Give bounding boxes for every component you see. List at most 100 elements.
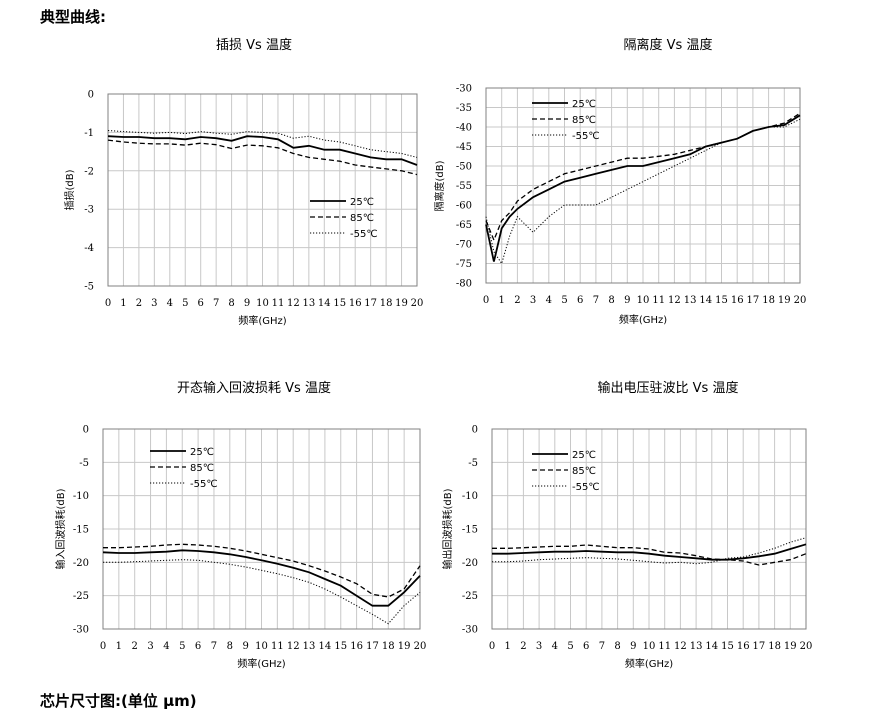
x-tick-label: 13: [690, 641, 703, 652]
x-tick-label: 8: [227, 641, 233, 652]
x-tick-label: 17: [366, 641, 379, 652]
x-tick-label: 16: [737, 641, 750, 652]
y-tick-label: 0: [472, 425, 478, 436]
x-tick-label: 4: [167, 298, 173, 309]
legend-label: 25℃: [572, 99, 596, 110]
x-tick-label: 20: [414, 641, 427, 652]
y-tick-label: -65: [456, 220, 472, 231]
y-tick-label: -3: [84, 205, 94, 216]
x-tick-label: 13: [684, 295, 697, 306]
y-axis-label: 隔离度(dB): [433, 160, 446, 211]
y-tick-label: -45: [456, 142, 472, 153]
y-tick-label: -30: [73, 625, 89, 636]
plot-area: [491, 428, 807, 630]
x-tick-label: 1: [116, 641, 122, 652]
y-axis-label: 输入回波损耗(dB): [54, 488, 67, 569]
x-tick-label: 4: [546, 295, 552, 306]
x-tick-label: 8: [608, 295, 614, 306]
section-heading-chip-size: 芯片尺寸图:(单位 μm): [40, 692, 197, 710]
x-tick-label: 10: [643, 641, 656, 652]
x-tick-label: 14: [705, 641, 718, 652]
series-line-2: [485, 112, 801, 242]
x-tick-label: 12: [668, 295, 681, 306]
y-tick-label: -30: [456, 84, 472, 95]
y-tick-label: -70: [456, 240, 472, 251]
x-tick-label: 15: [715, 295, 728, 306]
series-line-1: [102, 549, 421, 607]
x-tick-label: 1: [499, 295, 505, 306]
y-tick-label: -10: [73, 491, 89, 502]
x-tick-label: 0: [483, 295, 489, 306]
y-tick-label: -50: [456, 162, 472, 173]
x-tick-label: 17: [753, 641, 766, 652]
x-tick-label: 3: [536, 641, 542, 652]
y-tick-label: -25: [462, 591, 478, 602]
x-tick-label: 5: [179, 641, 185, 652]
x-tick-label: 15: [334, 641, 347, 652]
y-tick-label: -1: [84, 128, 94, 139]
x-tick-label: 3: [151, 298, 157, 309]
chart-title: 输出电压驻波比 Vs 温度: [598, 380, 739, 396]
chart-1: 插损 Vs 温度0 1 2 3 4 5 6 7 8 9 10 11 12 13 14 15 16 17 18 19 20…: [63, 37, 423, 327]
x-tick-label: 18: [768, 641, 781, 652]
x-tick-label: 14: [699, 295, 712, 306]
x-tick-label: 16: [350, 641, 363, 652]
legend-label: 85℃: [572, 115, 596, 126]
y-tick-label: -4: [84, 243, 94, 254]
x-tick-label: 4: [163, 641, 169, 652]
x-tick-label: 9: [624, 295, 630, 306]
x-tick-label: 17: [364, 298, 377, 309]
x-tick-label: 20: [411, 298, 424, 309]
chart-4: 输出电压驻波比 Vs 温度0 1 2 3 4 5 6 7 8 9 10 11 12 13 14 15 16 17 1…: [441, 380, 812, 670]
x-tick-label: 9: [630, 641, 636, 652]
legend-label: -55℃: [572, 482, 600, 493]
x-tick-label: 13: [303, 641, 316, 652]
x-tick-label: 14: [318, 298, 331, 309]
x-tick-label: 15: [333, 298, 346, 309]
x-tick-label: 2: [514, 295, 520, 306]
x-tick-label: 3: [530, 295, 536, 306]
x-tick-label: 0: [100, 641, 106, 652]
x-tick-label: 5: [182, 298, 188, 309]
y-tick-label: -15: [73, 525, 89, 536]
series-line-2: [107, 139, 418, 176]
x-tick-label: 19: [398, 641, 411, 652]
y-tick-label: -15: [462, 525, 478, 536]
x-tick-label: 13: [302, 298, 315, 309]
series-line-3: [107, 130, 418, 158]
x-tick-label: 19: [778, 295, 791, 306]
x-tick-label: 18: [762, 295, 775, 306]
x-tick-label: 2: [132, 641, 138, 652]
x-tick-label: 12: [674, 641, 687, 652]
y-tick-label: -55: [456, 181, 472, 192]
y-tick-label: -35: [456, 103, 472, 114]
y-tick-label: -5: [84, 282, 94, 293]
x-tick-label: 10: [637, 295, 650, 306]
y-tick-label: -20: [462, 558, 478, 569]
x-tick-label: 4: [552, 641, 558, 652]
y-tick-label: -10: [462, 491, 478, 502]
legend-label: 85℃: [190, 463, 214, 474]
plot-area: [102, 428, 421, 630]
x-tick-label: 18: [382, 641, 395, 652]
x-axis-label: 频率(GHz): [237, 657, 285, 670]
x-tick-label: 17: [747, 295, 760, 306]
x-tick-label: 11: [272, 298, 285, 309]
chart-3: 开态输入回波损耗 Vs 温度0 1 2 3 4 5 6 7 8 9 10 11 12 13 14 15 16 17…: [54, 380, 426, 670]
plot-area: [107, 93, 418, 287]
x-tick-label: 5: [567, 641, 573, 652]
x-tick-label: 9: [242, 641, 248, 652]
x-tick-label: 1: [505, 641, 511, 652]
x-tick-label: 10: [256, 298, 269, 309]
legend-label: 85℃: [350, 213, 374, 224]
x-tick-label: 6: [583, 641, 589, 652]
x-tick-label: 10: [255, 641, 268, 652]
x-tick-label: 0: [105, 298, 111, 309]
y-tick-label: -5: [79, 458, 89, 469]
legend-label: 25℃: [190, 447, 214, 458]
x-tick-label: 1: [120, 298, 126, 309]
y-tick-label: -2: [84, 166, 94, 177]
y-tick-label: -30: [462, 625, 478, 636]
series-line-3: [103, 559, 421, 625]
x-tick-label: 6: [195, 641, 201, 652]
